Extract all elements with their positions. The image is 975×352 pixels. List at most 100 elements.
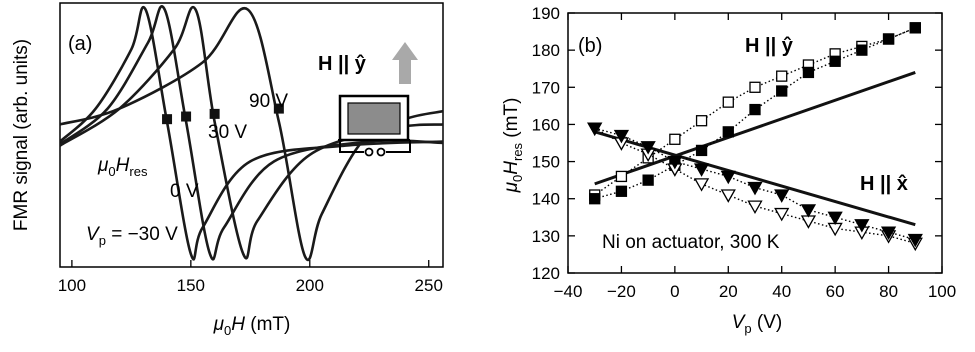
label-30v: 30 V	[208, 122, 247, 143]
open-square-marker	[722, 96, 734, 108]
panel-a-ylabel: FMR signal (arb. units)	[11, 39, 32, 231]
filled-square-marker	[802, 66, 815, 79]
fmr-curve	[60, 5, 443, 260]
panel-b-y-tick-label: 130	[532, 227, 560, 246]
hres-mu: μ	[97, 155, 109, 176]
a-xlabel-mu: μ	[213, 314, 225, 335]
filled-triangle-marker	[587, 122, 603, 136]
filled-triangle-marker	[613, 129, 630, 144]
panel-b-y-tick-label: 160	[532, 115, 560, 134]
filled-triangle-marker	[720, 170, 736, 185]
fmr-curve	[60, 5, 443, 261]
label-h-parallel-x: H || x̂	[860, 173, 908, 195]
resonance-marker	[273, 103, 284, 114]
b-ylabel-mu: μ	[501, 181, 522, 193]
a-xlabel-unit: (mT)	[245, 314, 290, 335]
open-triangle-marker	[774, 207, 790, 222]
resonance-marker	[181, 111, 192, 122]
panel-b-frame	[567, 12, 943, 274]
panel-b-y-tick-label: 190	[532, 4, 560, 23]
open-square-marker	[776, 70, 788, 82]
vp-subscript: p	[99, 233, 106, 248]
panel-a-x-tick-label: 250	[415, 276, 443, 295]
panel-a: 100 150 200 250 (a) 90 V 30 V 0 V Vp = −30 …	[58, 2, 444, 295]
open-square-marker	[669, 133, 681, 145]
fmr-curve	[60, 5, 443, 261]
filled-square-marker	[909, 22, 921, 34]
field-arrow-icon	[392, 42, 418, 84]
filled-triangle-marker	[827, 211, 843, 226]
open-square-marker	[615, 170, 628, 183]
vp-value: = −30 V	[106, 224, 178, 245]
panel-a-x-ticks: 100 150 200 250	[58, 260, 443, 295]
panel-b-x-tick-label: 40	[772, 282, 791, 301]
label-90v: 90 V	[249, 91, 288, 112]
panel-a-x-tick-label: 200	[296, 276, 324, 295]
vp-symbol: V	[86, 224, 101, 245]
panel-b-label: (b)	[578, 35, 602, 57]
filled-triangle-marker	[774, 189, 790, 203]
panel-b-x-tick-label: 80	[879, 282, 898, 301]
open-square-marker	[749, 81, 761, 93]
panel-a-xlabel: μ0H (mT)	[213, 314, 291, 338]
panel-b-x-tick-label: 100	[928, 282, 956, 301]
b-ylabel-sub0: 0	[510, 175, 525, 182]
a-xlabel-sub: 0	[224, 323, 231, 338]
filled-triangle-marker	[693, 163, 710, 177]
open-triangle-marker	[720, 189, 736, 203]
panel-b-y-tick-label: 120	[532, 264, 560, 283]
panel-b-x-tick-label: −20	[607, 282, 636, 301]
panel-a-markers	[162, 103, 284, 125]
open-triangle-marker	[827, 222, 843, 237]
panel-b: −40 −20 0 20 40 60 80 100 120 130 140 150 160 170 180 1…	[532, 4, 957, 301]
filled-triangle-marker	[800, 204, 817, 218]
panel-b-ylabel: μ0Hres (mT)	[501, 98, 525, 194]
panel-b-y-tick-label: 140	[532, 190, 560, 209]
filled-square-marker	[589, 193, 601, 205]
filled-square-marker	[695, 144, 708, 157]
panel-b-y-tick-label: 150	[532, 153, 560, 172]
panel-b-x-tick-label: 60	[826, 282, 845, 301]
panel-b-xlabel: Vp (V)	[732, 312, 783, 336]
panel-b-x-tick-label: −40	[554, 282, 583, 301]
panel-a-x-tick-label: 100	[58, 276, 86, 295]
panel-b-y-tick-label: 180	[532, 41, 560, 60]
filled-square-marker	[642, 174, 654, 186]
filled-square-marker	[776, 85, 788, 97]
filled-square-marker	[829, 55, 841, 67]
filled-square-marker	[722, 126, 734, 138]
filled-square-marker	[749, 103, 761, 116]
label-0v: 0 V	[170, 181, 199, 202]
filled-triangle-marker	[854, 219, 870, 233]
hres-sub-res: res	[129, 164, 148, 179]
filled-triangle-marker	[907, 233, 923, 248]
panel-a-label: (a)	[68, 33, 92, 55]
resonance-marker	[162, 114, 173, 125]
label-hres: μ0Hres	[97, 155, 148, 179]
panel-b-y-tick-label: 170	[532, 78, 560, 97]
filled-square-marker	[856, 44, 868, 56]
b-xlabel-v: V	[732, 312, 747, 333]
filled-square-marker	[615, 185, 628, 197]
panel-b-ticks: −40 −20 0 20 40 60 80 100 120 130 140 150 160 170 180 1…	[532, 4, 957, 301]
b-xlabel-unit: (V)	[752, 312, 783, 333]
panel-a-x-tick-label: 150	[177, 276, 205, 295]
fit-line	[594, 71, 916, 186]
actuator-device-icon	[338, 94, 411, 157]
b-ylabel-sub-res: res	[510, 142, 525, 161]
filled-triangle-marker	[880, 226, 897, 240]
panel-b-x-tick-label: 0	[670, 282, 679, 301]
panel-b-x-tick-label: 20	[719, 282, 738, 301]
filled-triangle-marker	[667, 155, 683, 170]
label-field-direction: H || ŷ	[318, 53, 367, 75]
panel-a-frame	[59, 2, 444, 268]
b-ylabel-h: H	[501, 161, 522, 175]
filled-triangle-marker	[640, 141, 656, 155]
hres-sub0: 0	[108, 164, 115, 179]
filled-square-marker	[882, 33, 895, 45]
resonance-marker	[209, 108, 220, 119]
open-triangle-marker	[693, 178, 710, 192]
open-triangle-marker	[747, 200, 763, 214]
hres-h: H	[116, 155, 130, 176]
